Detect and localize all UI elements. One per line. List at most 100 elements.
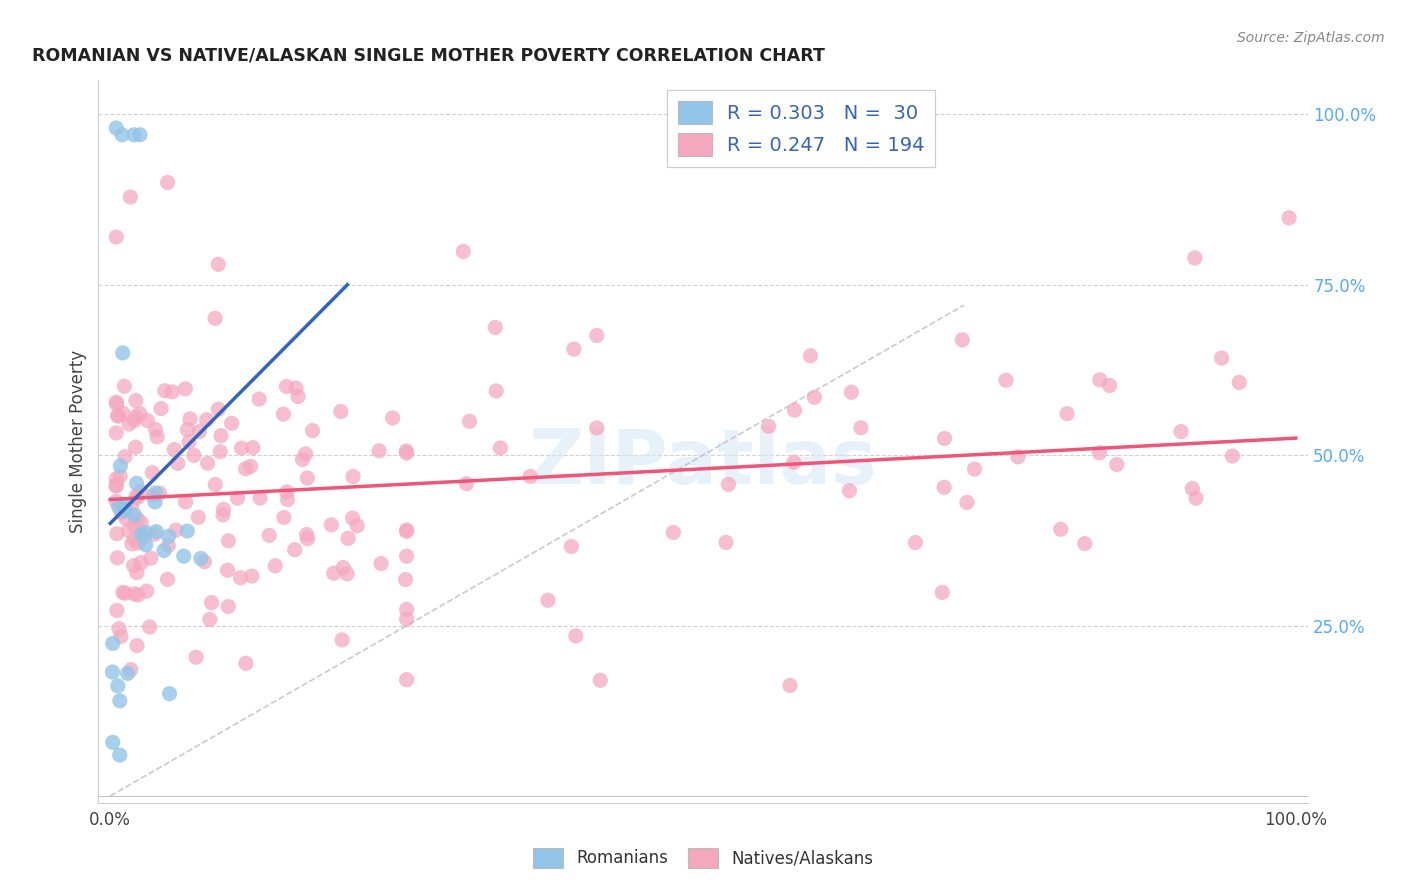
Point bbox=[565, 629, 588, 643]
Point bbox=[101, 735, 124, 749]
Point bbox=[995, 373, 1018, 387]
Point bbox=[110, 458, 132, 473]
Point bbox=[1074, 536, 1097, 550]
Point bbox=[221, 417, 243, 431]
Point bbox=[105, 397, 128, 411]
Point bbox=[1211, 351, 1233, 365]
Point bbox=[129, 407, 152, 421]
Point bbox=[105, 603, 128, 617]
Point bbox=[395, 524, 418, 539]
Point bbox=[111, 346, 134, 360]
Point bbox=[145, 423, 167, 437]
Point bbox=[112, 500, 135, 514]
Point bbox=[176, 423, 198, 437]
Point bbox=[204, 477, 226, 491]
Point bbox=[322, 566, 344, 581]
Point bbox=[139, 551, 162, 566]
Point bbox=[783, 403, 806, 417]
Point bbox=[114, 450, 136, 464]
Point bbox=[717, 477, 740, 491]
Point bbox=[125, 409, 148, 424]
Point bbox=[125, 393, 148, 408]
Point bbox=[110, 506, 132, 520]
Point bbox=[118, 417, 141, 431]
Point bbox=[212, 508, 235, 522]
Point bbox=[105, 230, 128, 244]
Point bbox=[187, 510, 209, 524]
Point bbox=[127, 588, 149, 602]
Legend: Romanians, Natives/Alaskans: Romanians, Natives/Alaskans bbox=[526, 841, 880, 875]
Point bbox=[585, 328, 607, 343]
Point bbox=[297, 532, 319, 546]
Point bbox=[122, 128, 145, 142]
Point bbox=[297, 471, 319, 485]
Point bbox=[294, 447, 316, 461]
Point bbox=[124, 518, 146, 533]
Point bbox=[562, 342, 585, 356]
Point bbox=[1222, 449, 1244, 463]
Point bbox=[124, 440, 146, 454]
Point bbox=[107, 409, 129, 423]
Point bbox=[148, 486, 170, 500]
Point bbox=[138, 620, 160, 634]
Point bbox=[174, 495, 197, 509]
Point bbox=[217, 599, 239, 614]
Point bbox=[145, 486, 167, 500]
Point bbox=[395, 523, 418, 537]
Point bbox=[1088, 446, 1111, 460]
Point bbox=[273, 510, 295, 524]
Point bbox=[190, 551, 212, 566]
Point bbox=[105, 395, 128, 409]
Point bbox=[247, 392, 270, 406]
Point bbox=[131, 516, 153, 530]
Point bbox=[108, 694, 131, 708]
Point bbox=[1105, 458, 1128, 472]
Point bbox=[127, 536, 149, 550]
Point bbox=[108, 622, 131, 636]
Point bbox=[395, 446, 418, 460]
Point bbox=[124, 508, 146, 522]
Text: ROMANIAN VS NATIVE/ALASKAN SINGLE MOTHER POVERTY CORRELATION CHART: ROMANIAN VS NATIVE/ALASKAN SINGLE MOTHER… bbox=[32, 47, 825, 65]
Point bbox=[142, 489, 165, 503]
Point bbox=[1088, 373, 1111, 387]
Point bbox=[124, 533, 146, 547]
Point bbox=[129, 484, 152, 499]
Point bbox=[301, 424, 323, 438]
Point bbox=[125, 639, 148, 653]
Point bbox=[560, 540, 582, 554]
Point bbox=[156, 176, 179, 190]
Point bbox=[127, 512, 149, 526]
Point bbox=[124, 587, 146, 601]
Point bbox=[135, 584, 157, 599]
Point bbox=[931, 585, 953, 599]
Point bbox=[159, 687, 181, 701]
Point bbox=[204, 311, 226, 326]
Point bbox=[121, 537, 143, 551]
Point bbox=[381, 411, 404, 425]
Point bbox=[714, 535, 737, 549]
Y-axis label: Single Mother Poverty: Single Mother Poverty bbox=[69, 350, 87, 533]
Point bbox=[1098, 378, 1121, 392]
Point bbox=[585, 421, 607, 435]
Point bbox=[176, 524, 198, 538]
Point bbox=[1227, 376, 1250, 390]
Point bbox=[453, 244, 475, 259]
Point bbox=[173, 549, 195, 564]
Point bbox=[107, 409, 129, 423]
Point bbox=[1181, 482, 1204, 496]
Point bbox=[105, 494, 128, 508]
Point bbox=[179, 412, 201, 426]
Point bbox=[163, 442, 186, 457]
Point bbox=[145, 524, 167, 539]
Point bbox=[129, 128, 152, 142]
Point bbox=[153, 384, 176, 398]
Point bbox=[395, 444, 418, 458]
Point bbox=[485, 384, 508, 398]
Point bbox=[150, 401, 173, 416]
Point bbox=[395, 549, 418, 564]
Point bbox=[117, 524, 139, 538]
Point bbox=[195, 413, 218, 427]
Point bbox=[105, 425, 128, 440]
Point bbox=[209, 444, 232, 458]
Point bbox=[395, 612, 418, 626]
